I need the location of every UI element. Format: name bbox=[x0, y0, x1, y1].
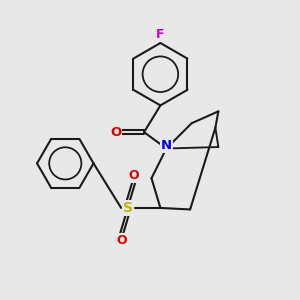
Text: N: N bbox=[161, 139, 172, 152]
Text: O: O bbox=[110, 126, 122, 139]
Text: O: O bbox=[128, 169, 139, 182]
Text: S: S bbox=[123, 201, 133, 215]
Text: O: O bbox=[116, 234, 127, 247]
Text: F: F bbox=[156, 28, 165, 40]
